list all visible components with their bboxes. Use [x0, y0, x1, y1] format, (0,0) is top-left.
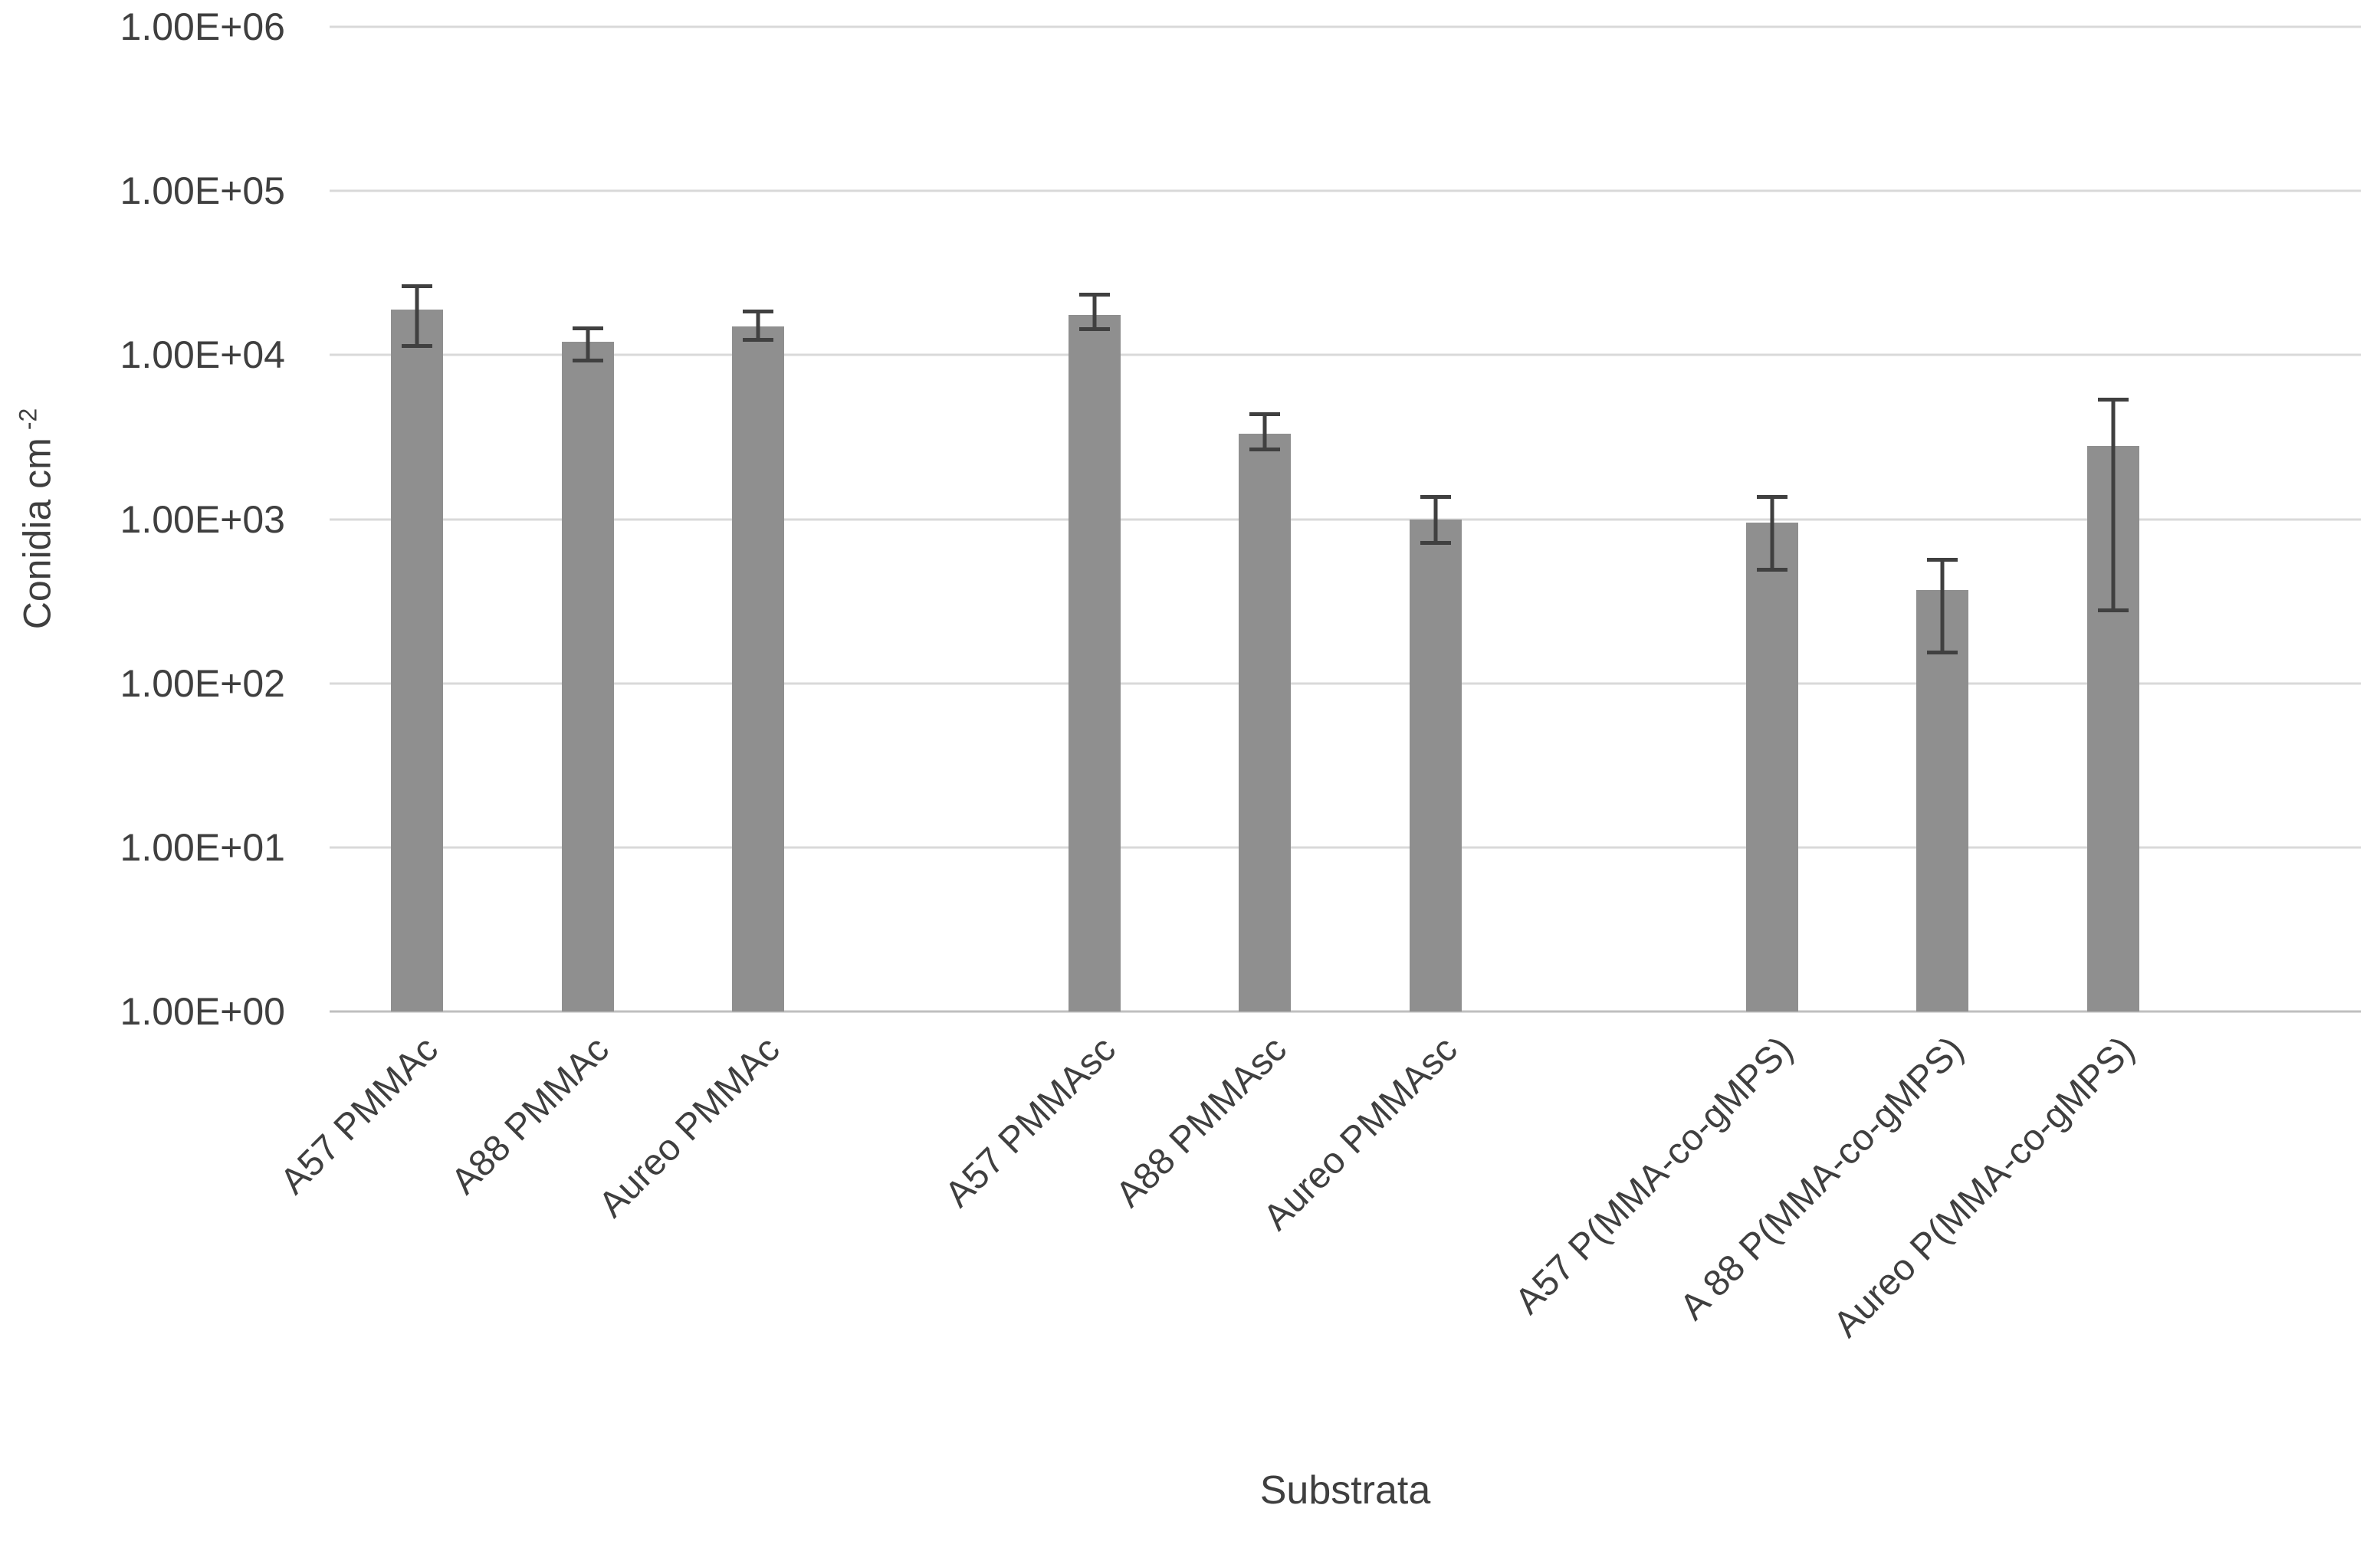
gridline [330, 682, 2361, 685]
category-label: A 88 P(MMA-co-gMPS) [1673, 1028, 1972, 1328]
error-bar [1078, 292, 1110, 332]
bar [732, 326, 785, 1011]
bar [1745, 523, 1798, 1011]
error-bar-line [1262, 411, 1267, 451]
error-bar [572, 326, 603, 363]
gridline [330, 353, 2361, 356]
error-bar-bottom-cap [401, 344, 432, 349]
x-axis-title: Substrata [1259, 1468, 1431, 1513]
category-label: A88 PMMAc [443, 1028, 617, 1202]
error-bar-top-cap [1249, 411, 1281, 416]
category-label: A57 PMMAsc [937, 1028, 1124, 1215]
error-bar-line [1092, 292, 1097, 332]
error-bar-top-cap [401, 284, 432, 288]
y-tick-label: 1.00E+01 [120, 825, 285, 869]
bar [1068, 315, 1121, 1011]
error-bar-line [1940, 558, 1945, 654]
error-bar-top-cap [572, 326, 603, 330]
category-label: A88 PMMAsc [1108, 1028, 1295, 1215]
category-label: A57 PMMAc [273, 1028, 447, 1202]
bar [1916, 589, 1969, 1011]
error-bar [1756, 495, 1787, 572]
y-axis-tick-labels: 1.00E+00 1.00E+01 1.00E+02 1.00E+03 1.00E+04… [0, 5, 330, 1033]
error-bar-top-cap [1078, 292, 1110, 297]
error-bar [401, 284, 432, 349]
category-label: A57 P(MMA-co-gMPS) [1508, 1028, 1801, 1323]
error-bar [2097, 397, 2129, 613]
error-bar-bottom-cap [1078, 327, 1110, 332]
bar [1409, 519, 1462, 1011]
error-bar-line [1770, 495, 1774, 572]
bar [561, 342, 614, 1011]
bar [390, 309, 443, 1011]
y-tick-label: 1.00E+04 [120, 333, 285, 377]
error-bar-line [1433, 495, 1438, 545]
category-label: Aureo P(MMA-co-gMPS) [1826, 1028, 2142, 1346]
error-bar-top-cap [743, 309, 774, 313]
gridline [330, 25, 2361, 28]
error-bar-line [586, 326, 590, 363]
error-bar-line [2111, 397, 2116, 613]
error-bar-line [756, 309, 760, 343]
error-bar-top-cap [1927, 558, 1958, 562]
gridline [330, 518, 2361, 520]
gridline [330, 189, 2361, 192]
error-bar [1420, 495, 1451, 545]
error-bar-top-cap [1420, 495, 1451, 500]
error-bar-top-cap [1756, 495, 1787, 500]
error-bar-bottom-cap [1756, 567, 1787, 572]
x-axis-category-labels: A57 PMMAc A88 PMMAc Aureo PMMAc A57 PMMAsc A… [273, 1011, 2361, 1471]
error-bar [743, 309, 774, 343]
error-bar-top-cap [2097, 397, 2129, 402]
error-bar-bottom-cap [1927, 650, 1958, 654]
error-bar-bottom-cap [2097, 608, 2129, 613]
error-bar-line [415, 284, 419, 349]
error-bar [1249, 411, 1281, 451]
error-bar-bottom-cap [1249, 447, 1281, 451]
x-axis-line [330, 1010, 2361, 1013]
y-tick-label: 1.00E+05 [120, 169, 285, 213]
error-bar [1927, 558, 1958, 654]
y-tick-label: 1.00E+00 [120, 990, 285, 1033]
error-bar-bottom-cap [743, 338, 774, 343]
plot-area [330, 25, 2361, 1013]
error-bar-bottom-cap [572, 359, 603, 363]
error-bar-bottom-cap [1420, 540, 1451, 545]
y-tick-label: 1.00E+06 [120, 5, 285, 48]
gridline [330, 846, 2361, 849]
y-tick-label: 1.00E+03 [120, 497, 285, 541]
bar [1239, 434, 1292, 1011]
y-tick-label: 1.00E+02 [120, 661, 285, 705]
category-label: Aureo PMMAc [591, 1028, 788, 1225]
